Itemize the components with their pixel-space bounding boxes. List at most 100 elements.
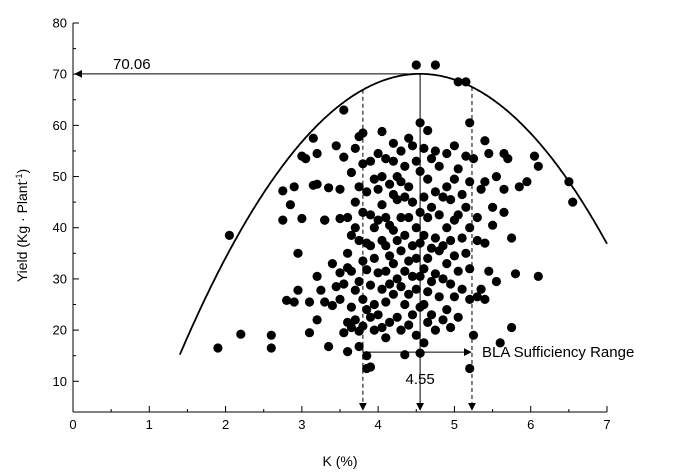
data-point [568, 197, 578, 207]
data-point [331, 141, 341, 151]
data-point [426, 310, 437, 320]
data-point [503, 154, 513, 164]
data-point [423, 212, 433, 223]
data-point [350, 223, 360, 233]
data-point [407, 141, 418, 151]
data-point [480, 136, 490, 146]
data-point [411, 223, 421, 233]
data-point [343, 347, 353, 357]
data-point [407, 197, 418, 207]
data-point [365, 312, 376, 322]
data-point [331, 282, 341, 292]
x-axis-title: K (%) [323, 453, 358, 469]
x-tick-label: 4 [375, 417, 382, 432]
data-point [449, 251, 459, 261]
data-point [339, 105, 349, 115]
data-point [426, 154, 437, 164]
data-point [465, 223, 475, 233]
data-point [392, 195, 402, 205]
data-point [381, 333, 391, 343]
data-point [324, 183, 334, 193]
data-point [404, 212, 414, 223]
y-tick-label: 10 [53, 374, 67, 389]
data-point [285, 200, 295, 210]
data-point [369, 253, 379, 263]
data-point [488, 220, 498, 230]
data-point [499, 207, 509, 217]
data-point [461, 248, 471, 258]
data-point [293, 285, 303, 295]
y-axis-title-tail: ) [14, 169, 30, 174]
fitted-curve [178, 73, 608, 356]
data-point [365, 362, 376, 372]
data-point [442, 259, 452, 269]
data-point [491, 172, 501, 182]
data-point [266, 343, 276, 353]
data-point [354, 341, 364, 352]
data-point [446, 235, 456, 246]
data-point [442, 223, 452, 233]
data-point [434, 292, 444, 302]
data-point [339, 152, 349, 162]
data-point [388, 156, 398, 166]
data-point [400, 192, 410, 202]
data-point [457, 284, 467, 294]
data-point [396, 325, 406, 335]
data-point [407, 310, 418, 320]
data-point [442, 182, 452, 192]
data-point [362, 265, 372, 275]
y-axis-title: Yield (Kg · Plant-1) [14, 169, 30, 282]
data-point [423, 317, 433, 327]
data-point [442, 305, 452, 315]
data-point [278, 215, 288, 225]
data-point [312, 315, 322, 325]
data-point [438, 241, 448, 251]
data-point [396, 282, 406, 292]
data-point [312, 271, 322, 281]
data-point [293, 248, 303, 258]
y-axis-title-sup: -1 [14, 174, 24, 182]
data-point [453, 266, 463, 276]
data-point [381, 297, 391, 307]
data-point [430, 325, 440, 335]
data-point [316, 285, 326, 295]
data-point [381, 266, 391, 276]
data-point [430, 233, 440, 243]
data-point [400, 266, 410, 276]
data-point [369, 223, 379, 233]
data-point [343, 248, 353, 258]
data-point [453, 312, 463, 322]
data-point [533, 271, 543, 281]
data-point [400, 299, 410, 310]
data-point [423, 253, 433, 263]
data-point [514, 182, 524, 192]
data-point [350, 143, 360, 153]
data-point [419, 299, 429, 310]
data-point [282, 295, 292, 305]
data-point [423, 174, 433, 184]
data-point [468, 330, 479, 340]
data-point [404, 182, 414, 192]
data-point [350, 315, 360, 325]
data-point [411, 253, 421, 263]
x-tick-label: 5 [451, 417, 458, 432]
data-point [461, 202, 471, 212]
y-tick-label: 80 [53, 16, 67, 31]
data-point [388, 259, 398, 269]
data-point [392, 172, 402, 182]
data-point [465, 177, 475, 187]
data-point [430, 187, 440, 197]
data-point [465, 363, 475, 374]
data-point [449, 141, 459, 151]
y-tick-label: 40 [53, 220, 67, 235]
data-point [339, 328, 349, 338]
data-point [453, 164, 463, 174]
data-point [392, 235, 402, 246]
data-point [369, 174, 379, 184]
data-point [465, 264, 475, 274]
data-point [381, 212, 391, 223]
data-point [407, 271, 418, 281]
data-point [377, 200, 387, 210]
data-point [510, 269, 521, 279]
